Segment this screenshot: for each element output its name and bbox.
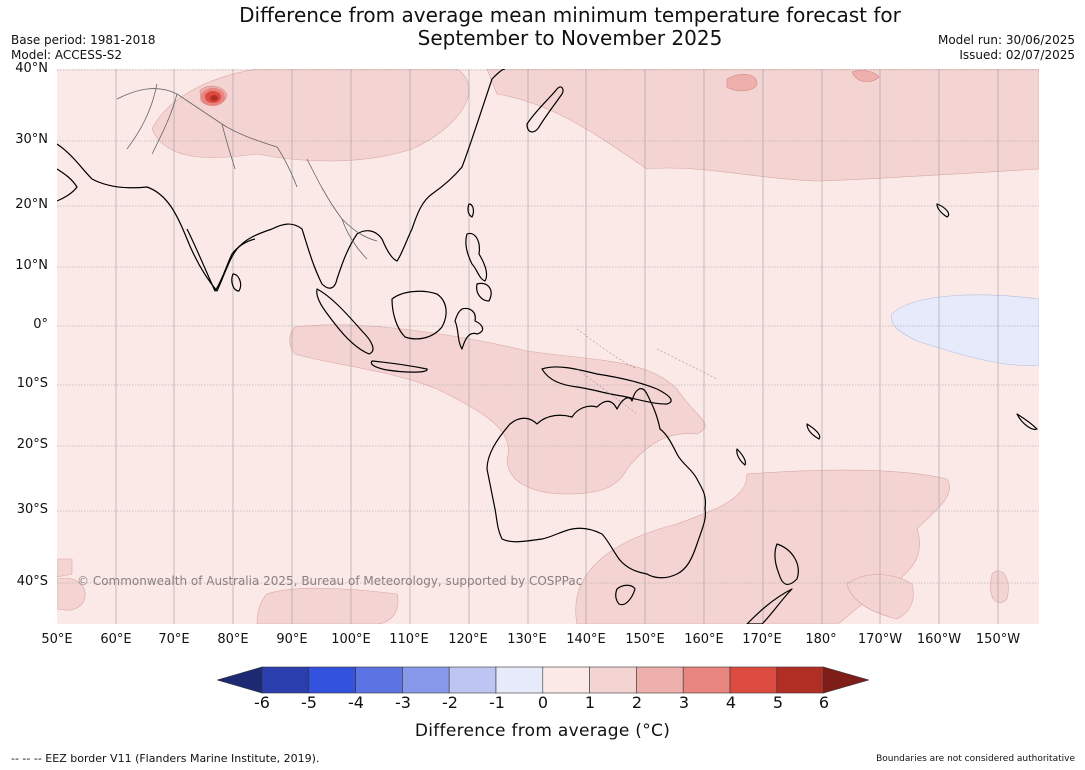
lon-label: 50°E — [41, 632, 73, 647]
colorbar-swatch — [776, 666, 824, 694]
lon-label: 90°E — [276, 632, 308, 647]
lat-label: 20°S — [16, 437, 48, 452]
india-coastline — [186, 228, 256, 292]
lon-label: 150°E — [625, 632, 665, 647]
colorbar-swatch — [589, 666, 637, 694]
colorbar-tick: 2 — [631, 693, 643, 712]
philippines-coastline — [465, 232, 492, 302]
colorbar-swatch — [355, 666, 403, 694]
base-period: Base period: 1981-2018 — [11, 33, 156, 47]
lon-label: 170°E — [742, 632, 782, 647]
lon-label: 60°E — [100, 632, 132, 647]
eez-legend-note: -- -- -- EEZ border V11 (Flanders Marine… — [11, 752, 320, 765]
colorbar-tick: -4 — [348, 693, 364, 712]
colorbar-swatch — [308, 666, 356, 694]
anomaly-below-average-region — [891, 294, 1039, 366]
colorbar-tick: 3 — [678, 693, 690, 712]
pacific-islands — [736, 203, 1038, 466]
lon-label: 110°E — [389, 632, 429, 647]
lat-label: 30°S — [16, 502, 48, 517]
lat-label: 40°S — [16, 574, 48, 589]
sri-lanka-coastline — [231, 273, 242, 292]
map-title: Difference from average mean minimum tem… — [0, 4, 1085, 50]
colorbar-tick: -5 — [301, 693, 317, 712]
lat-label: 20°N — [15, 197, 48, 212]
sumatra-coastline — [316, 288, 374, 355]
copyright-notice: © Commonwealth of Australia 2025, Bureau… — [77, 574, 582, 588]
colorbar-swatch — [402, 666, 450, 694]
colorbar-tick: -1 — [489, 693, 505, 712]
model-run: Model run: 30/06/2025 — [937, 33, 1075, 47]
lat-label: 30°N — [15, 132, 48, 147]
lon-label: 150°W — [975, 632, 1021, 647]
colorbar-swatches — [217, 666, 869, 694]
colorbar-tick: 6 — [818, 693, 830, 712]
lon-label: 180° — [805, 632, 837, 647]
java-coastline — [370, 360, 428, 373]
japan-coastline — [526, 86, 564, 133]
colorbar-swatch — [636, 666, 684, 694]
graticule — [57, 69, 1039, 624]
borneo-coastline — [391, 290, 447, 340]
colorbar-tick: 5 — [772, 693, 784, 712]
lat-label: 0° — [33, 317, 48, 332]
model-name: Model: ACCESS-S2 — [11, 48, 123, 62]
colorbar-tick: -3 — [395, 693, 411, 712]
colorbar-swatch — [495, 666, 544, 694]
colorbar-extend-high — [823, 666, 869, 694]
anomaly-1-2-regions — [57, 69, 1039, 624]
lat-label: 10°S — [16, 376, 48, 391]
lon-label: 140°E — [566, 632, 606, 647]
lon-label: 170°W — [857, 632, 903, 647]
title-line-2: September to November 2025 — [417, 26, 723, 50]
lat-label: 10°N — [15, 258, 48, 273]
colorbar-swatch — [261, 666, 310, 694]
colorbar-tick: 4 — [725, 693, 737, 712]
issued-date: Issued: 02/07/2025 — [959, 48, 1075, 62]
lon-label: 160°W — [916, 632, 962, 647]
colorbar-extend-low — [217, 666, 263, 694]
eez-borders — [576, 328, 718, 415]
run-info: Model run: 30/06/2025 Issued: 02/07/2025 — [938, 33, 1075, 63]
title-line-1: Difference from average mean minimum tem… — [239, 3, 901, 27]
coastlines — [57, 69, 1038, 624]
lon-label: 160°E — [684, 632, 724, 647]
model-info: Base period: 1981-2018 Model: ACCESS-S2 — [11, 33, 156, 63]
colorbar-tick: 0 — [537, 693, 549, 712]
australia-coastline — [486, 388, 707, 579]
lon-label: 80°E — [217, 632, 249, 647]
colorbar-swatch — [542, 666, 590, 694]
colorbar-swatch — [682, 666, 731, 694]
tasmania-coastline — [615, 584, 636, 606]
colorbar-tick: 1 — [584, 693, 596, 712]
new-guinea-coastline — [541, 366, 672, 405]
colorbar-label: Difference from average (°C) — [414, 721, 671, 741]
sulawesi-coastline — [454, 307, 484, 350]
forecast-map: © Commonwealth of Australia 2025, Bureau… — [57, 69, 1039, 624]
lon-label: 120°E — [448, 632, 488, 647]
colorbar-tick: -2 — [442, 693, 458, 712]
colorbar-tick: -6 — [254, 693, 270, 712]
arabia-coastline — [57, 168, 78, 202]
boundaries-disclaimer: Boundaries are not considered authoritat… — [876, 754, 1075, 764]
lon-label: 70°E — [158, 632, 190, 647]
taiwan-coastline — [467, 203, 475, 218]
lon-label: 100°E — [331, 632, 371, 647]
colorbar-swatch — [448, 666, 497, 694]
asia-mainland-coastline — [57, 69, 506, 292]
new-zealand-coastline — [746, 543, 799, 624]
lat-label: 40°N — [15, 61, 48, 76]
colorbar — [217, 666, 869, 694]
anomaly-3-5-hotspot — [201, 88, 225, 106]
country-borders — [116, 83, 378, 260]
colorbar-swatch — [729, 666, 778, 694]
lon-label: 130°E — [507, 632, 547, 647]
